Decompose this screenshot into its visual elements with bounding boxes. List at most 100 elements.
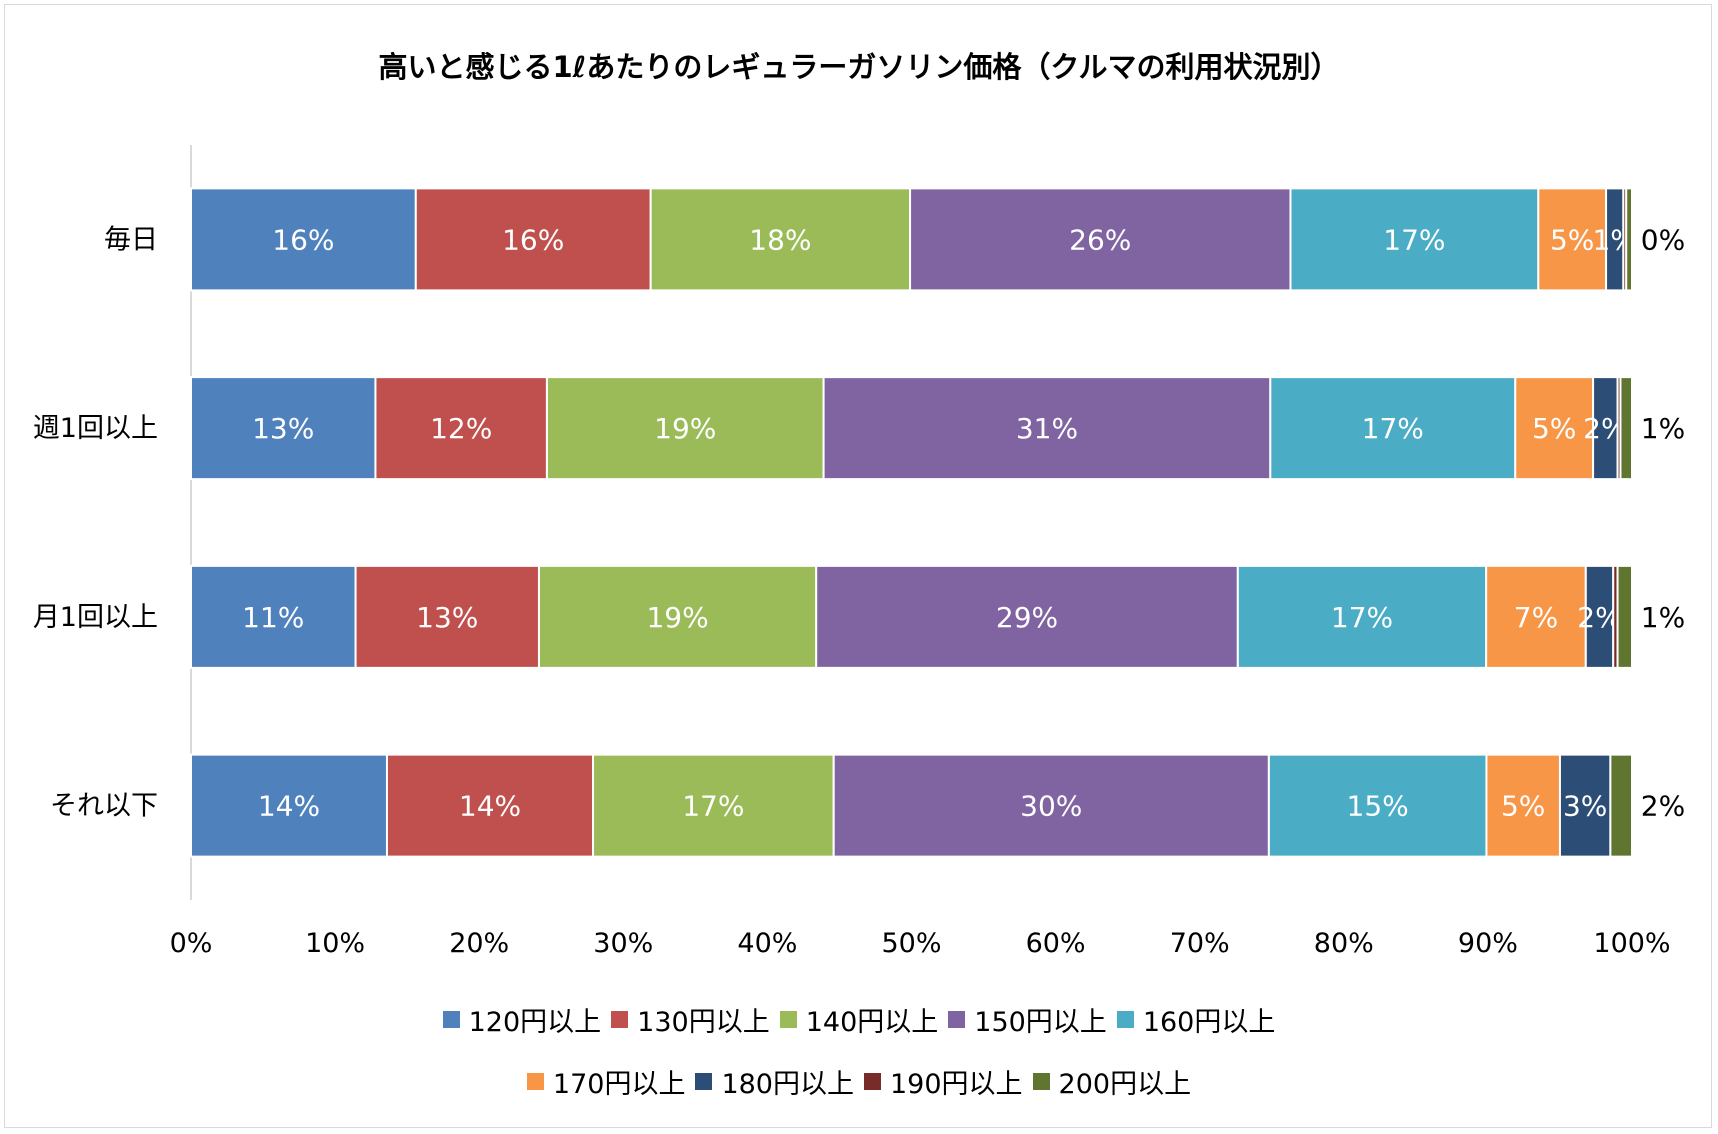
legend-swatch: [695, 1073, 713, 1090]
data-label: 12%: [430, 412, 492, 445]
x-tick-label: 10%: [305, 928, 365, 959]
data-label: 11%: [242, 601, 304, 634]
bar-segment: [1289, 187, 1540, 292]
x-tick-label: 30%: [593, 928, 653, 959]
legend-item: 150円以上: [948, 1000, 1107, 1039]
legend-label: 150円以上: [974, 1007, 1107, 1038]
category-label: 毎日: [104, 224, 158, 255]
legend-label: 170円以上: [552, 1069, 686, 1100]
legend-row-2: 170円以上 180円以上 190円以上 200円以上: [0, 1062, 1718, 1101]
category-label: 週1回以上: [33, 413, 158, 444]
legend-swatch: [442, 1011, 460, 1028]
data-label: 1%: [1641, 412, 1685, 445]
legend-label: 160円以上: [1142, 1007, 1276, 1038]
legend-swatch: [611, 1011, 629, 1028]
data-label: 1%: [1641, 601, 1685, 634]
legend-swatch: [526, 1073, 544, 1090]
bar-segment: [1485, 753, 1561, 858]
bar-segment: [1485, 564, 1587, 669]
bar-segment: [1616, 564, 1634, 669]
legend-item: 120円以上: [442, 1000, 602, 1039]
x-tick-label: 70%: [1170, 928, 1230, 959]
legend-label: 180円以上: [721, 1069, 854, 1100]
legend-swatch: [1032, 1073, 1050, 1090]
data-label: 13%: [252, 412, 314, 445]
legend-row-1: 120円以上 130円以上 140円以上 150円以上 160円以上: [0, 1000, 1718, 1039]
legend-item: 160円以上: [1116, 1000, 1276, 1039]
data-label: 17%: [1383, 223, 1445, 256]
bar-segment: [1609, 753, 1634, 858]
bar-segment: [592, 753, 835, 858]
bar-segment: [354, 564, 540, 669]
data-label: 16%: [272, 223, 334, 256]
legend-label: 130円以上: [637, 1007, 770, 1038]
data-label: 18%: [749, 223, 811, 256]
legend-swatch: [779, 1011, 797, 1028]
data-label: 5%: [1501, 790, 1545, 823]
bar-segment: [1558, 753, 1612, 858]
bar-segment: [414, 187, 652, 292]
x-tick-label: 0%: [170, 928, 213, 959]
x-tick-label: 50%: [881, 928, 941, 959]
data-label: 17%: [1362, 412, 1424, 445]
legend-item: 200円以上: [1032, 1062, 1192, 1101]
x-tick-label: 60%: [1026, 928, 1086, 959]
bar-segment: [190, 376, 377, 481]
legend-label: 200円以上: [1058, 1069, 1192, 1100]
data-label: 17%: [682, 790, 744, 823]
data-label: 2%: [1641, 790, 1685, 823]
data-label: 5%: [1532, 412, 1576, 445]
data-label: 19%: [646, 601, 708, 634]
legend-item: 190円以上: [864, 1062, 1023, 1101]
bar-segment: [190, 187, 417, 292]
x-tick-label: 20%: [449, 928, 509, 959]
x-tick-label: 90%: [1458, 928, 1518, 959]
x-tick-label: 40%: [737, 928, 797, 959]
legend-item: 170円以上: [526, 1062, 686, 1101]
data-label: 5%: [1550, 223, 1594, 256]
bar-segment: [1619, 376, 1634, 481]
data-label: 31%: [1016, 412, 1078, 445]
bar-segment: [909, 187, 1292, 292]
x-tick-label: 80%: [1314, 928, 1374, 959]
bar-segment: [190, 564, 357, 669]
legend-item: 140円以上: [779, 1000, 939, 1039]
data-label: 26%: [1069, 223, 1131, 256]
legend-swatch: [864, 1073, 881, 1090]
category-label: それ以下: [50, 791, 158, 822]
data-label: 0%: [1641, 223, 1685, 256]
x-tick-label: 100%: [1593, 928, 1670, 959]
bar-segment: [1236, 564, 1488, 669]
data-label: 30%: [1020, 790, 1082, 823]
data-label: 17%: [1331, 601, 1393, 634]
data-label: 3%: [1563, 790, 1607, 823]
bar-segment: [374, 376, 548, 481]
bar-segment: [1592, 376, 1619, 481]
legend-label: 120円以上: [468, 1007, 602, 1038]
bar-segment: [190, 753, 388, 858]
data-label: 14%: [459, 790, 521, 823]
bar-segment: [385, 753, 595, 858]
chart-title: 高いと感じる1ℓあたりのレギュラーガソリン価格（クルマの利用状況別）: [378, 50, 1340, 84]
data-label: 19%: [654, 412, 716, 445]
bar-segment: [1514, 376, 1595, 481]
bar-segment: [1267, 753, 1488, 858]
legend-label: 190円以上: [890, 1069, 1023, 1100]
data-label: 7%: [1514, 601, 1558, 634]
data-label: 16%: [502, 223, 564, 256]
bar-segment: [832, 753, 1270, 858]
bar-segment: [537, 564, 818, 669]
bar-segment: [649, 187, 912, 292]
legend-item: 180円以上: [695, 1062, 854, 1101]
bar-segment: [1625, 187, 1633, 292]
category-label: 月1回以上: [33, 602, 158, 633]
data-label: 13%: [416, 601, 478, 634]
data-label: 29%: [996, 601, 1058, 634]
data-label: 14%: [258, 790, 320, 823]
legend-item: 130円以上: [611, 1000, 770, 1039]
bar-segment: [822, 376, 1272, 481]
bar-segment: [545, 376, 825, 481]
bar-segment: [1269, 376, 1517, 481]
legend-label: 140円以上: [805, 1007, 939, 1038]
